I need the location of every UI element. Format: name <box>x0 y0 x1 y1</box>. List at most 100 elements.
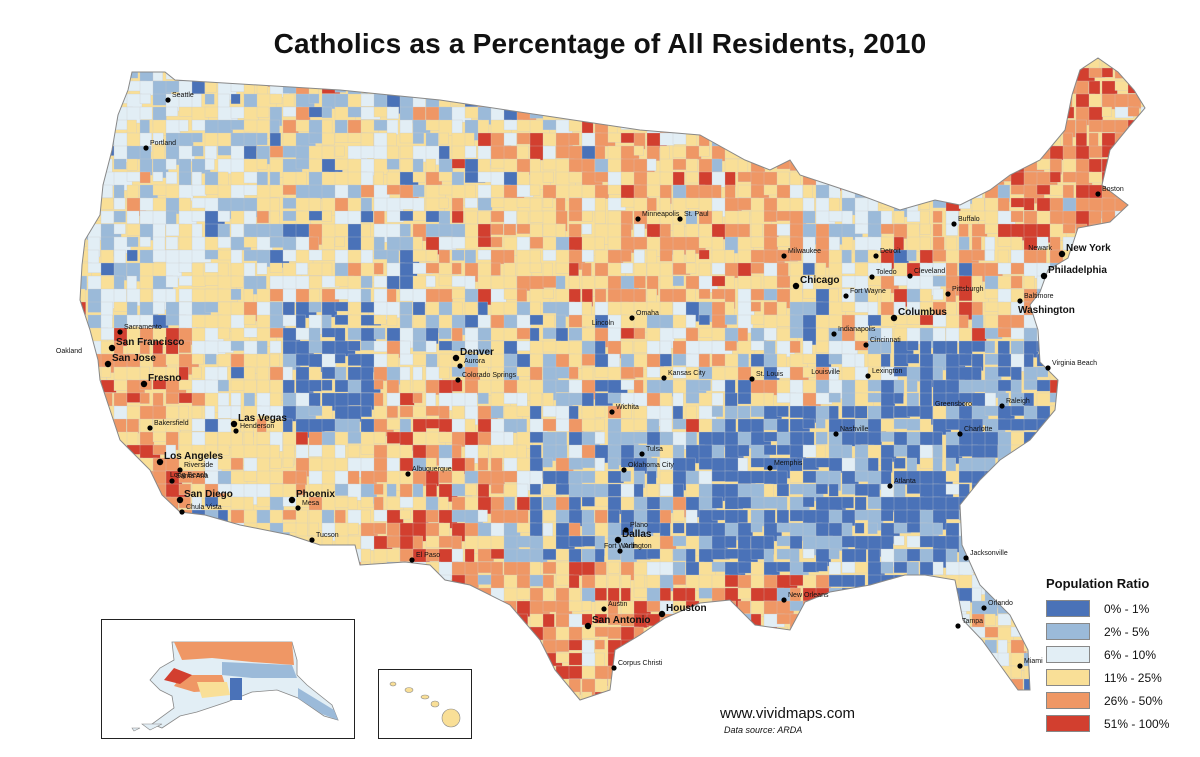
county-cell <box>1023 626 1035 643</box>
county-cell <box>412 431 428 446</box>
county-cell <box>880 58 897 73</box>
county-cell <box>880 470 892 486</box>
county-cell <box>672 145 688 158</box>
county-cell <box>802 613 816 635</box>
county-cell <box>815 58 827 75</box>
county-cell <box>438 67 449 86</box>
county-cell <box>1023 444 1041 455</box>
county-cell <box>724 171 736 188</box>
county-cell <box>724 314 737 325</box>
county-cell <box>984 67 997 83</box>
county-cell <box>1049 171 1061 183</box>
county-cell <box>685 405 697 421</box>
county-cell <box>1049 80 1063 98</box>
county-cell <box>698 444 714 459</box>
county-cell <box>217 249 232 261</box>
county-cell <box>789 548 800 563</box>
county-cell <box>438 522 451 538</box>
county-cell <box>490 379 505 393</box>
county-cell <box>490 613 503 627</box>
county-cell <box>711 132 732 147</box>
county-cell <box>243 58 259 75</box>
county-cell <box>594 93 612 115</box>
county-cell <box>87 288 102 303</box>
county-cell <box>80 496 94 512</box>
county-cell <box>178 574 199 590</box>
county-cell <box>841 106 855 128</box>
county-cell <box>568 93 582 106</box>
county-cell <box>815 639 837 659</box>
county-cell <box>516 665 537 680</box>
county-cell <box>646 496 661 510</box>
county-cell <box>451 600 464 622</box>
county-cell <box>659 678 670 700</box>
county-cell <box>932 288 944 300</box>
county-cell <box>269 587 285 608</box>
county-cell <box>529 392 543 408</box>
county-cell <box>620 223 632 239</box>
county-cell <box>217 509 229 526</box>
county-cell <box>958 106 970 128</box>
county-cell <box>1023 613 1044 635</box>
county-cell <box>87 93 107 106</box>
county-cell <box>984 132 1002 145</box>
city-dot <box>457 363 463 369</box>
county-cell <box>906 600 921 614</box>
county-cell <box>542 145 556 161</box>
county-cell <box>334 587 349 603</box>
county-cell <box>126 587 144 604</box>
county-cell <box>1088 418 1105 436</box>
county-cell <box>217 561 233 581</box>
county-cell <box>438 132 449 145</box>
county-cell <box>100 587 116 606</box>
county-cell <box>646 691 663 700</box>
county-cell <box>243 470 257 482</box>
county-cell <box>984 678 1003 696</box>
county-cell <box>880 93 893 115</box>
county-cell <box>490 80 501 102</box>
county-cell <box>1010 561 1031 577</box>
county-cell <box>1088 275 1108 291</box>
county-cell <box>880 665 895 676</box>
county-cell <box>971 171 985 188</box>
county-cell <box>490 223 504 235</box>
county-cell <box>634 705 654 719</box>
county-cell <box>347 574 363 586</box>
county-cell <box>880 678 897 690</box>
county-cell <box>750 58 761 72</box>
county-cell <box>178 535 191 556</box>
county-cell <box>1114 275 1126 290</box>
county-cell <box>659 665 680 685</box>
county-cell <box>750 301 761 312</box>
county-cell <box>373 470 390 483</box>
county-cell <box>854 639 872 653</box>
county-cell <box>1036 496 1057 510</box>
county-cell <box>1114 444 1131 465</box>
county-cell <box>672 67 683 81</box>
city-label: Orlando <box>988 600 1013 607</box>
county-cell <box>724 678 739 698</box>
county-cell <box>1062 457 1073 478</box>
county-cell <box>880 171 902 185</box>
county-cell <box>87 132 101 145</box>
county-cell <box>139 93 151 104</box>
city-label: Bakersfield <box>154 420 189 427</box>
county-cell <box>880 574 896 592</box>
county-cell <box>373 58 390 75</box>
county-cell <box>815 119 836 131</box>
county-cell <box>295 548 317 569</box>
county-cell <box>594 236 605 250</box>
county-cell <box>438 158 453 175</box>
county-cell <box>1023 678 1042 691</box>
county-cell <box>594 431 605 444</box>
county-cell <box>529 80 551 98</box>
county-cell <box>737 509 748 523</box>
county-cell <box>945 639 961 660</box>
county-cell <box>802 119 820 139</box>
county-cell <box>451 639 464 652</box>
county-cell <box>100 106 117 121</box>
county-cell <box>789 158 806 171</box>
county-cell <box>217 327 230 340</box>
county-cell <box>945 522 962 538</box>
county-cell <box>1049 340 1069 358</box>
